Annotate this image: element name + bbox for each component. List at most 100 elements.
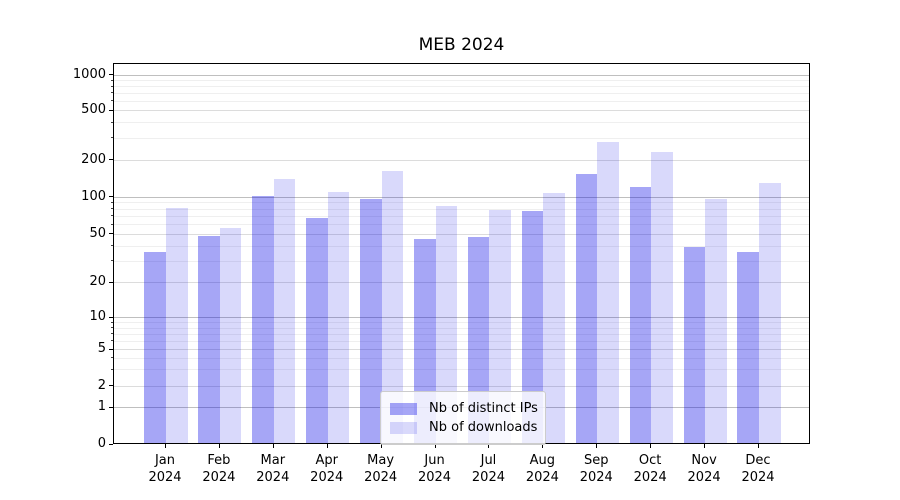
bar-distinct-ips-jan [144, 251, 166, 443]
bar-downloads-may [381, 170, 404, 443]
bar-distinct-ips-aug [521, 211, 544, 443]
y-minor-tick-7 [110, 333, 113, 335]
y-tick-label-500: 500 [81, 102, 106, 117]
gridline-4 [114, 357, 809, 359]
y-minor-tick-60 [110, 223, 113, 225]
y-tick-label-2: 2 [97, 377, 106, 393]
gridline-90 [114, 202, 809, 204]
y-tick-label-20: 20 [89, 274, 106, 290]
gridline-3 [114, 369, 809, 371]
y-tick-1000 [109, 74, 113, 76]
plot-area [113, 63, 810, 444]
y-tick-1 [109, 406, 113, 408]
bar-downloads-jan [166, 207, 188, 443]
y-tick-100 [109, 196, 113, 198]
bar-downloads-oct [651, 151, 673, 443]
bar-downloads-jun [435, 206, 458, 443]
x-tick-mar [272, 444, 274, 448]
gridline-30 [114, 260, 809, 262]
x-tick-label-nov: Nov 2024 [687, 453, 721, 485]
gridline-10 [114, 317, 809, 319]
y-tick-200 [109, 159, 113, 161]
x-tick-label-apr: Apr 2024 [310, 453, 344, 485]
x-tick-jul [488, 444, 490, 448]
gridline-700 [114, 92, 809, 94]
y-minor-tick-8 [110, 327, 113, 329]
gridline-8 [114, 327, 809, 329]
gridline-400 [114, 122, 809, 124]
y-tick-label-1: 1 [97, 399, 106, 415]
gridline-7 [114, 333, 809, 335]
gridline-60 [114, 224, 809, 226]
x-tick-jan [165, 444, 166, 448]
y-minor-tick-9 [110, 321, 113, 323]
bar-downloads-aug [543, 193, 565, 443]
bar-downloads-apr [327, 192, 350, 443]
bar-distinct-ips-feb [198, 236, 220, 443]
y-minor-tick-800 [110, 85, 113, 87]
y-minor-tick-90 [110, 201, 113, 203]
gridline-2 [114, 385, 809, 387]
y-minor-tick-40 [110, 245, 113, 247]
y-minor-tick-70 [110, 215, 113, 217]
bar-downloads-jul [489, 209, 512, 443]
x-tick-jun [434, 444, 436, 448]
gridline-900 [114, 80, 809, 82]
bar-distinct-ips-oct [629, 186, 652, 443]
gridline-300 [114, 137, 809, 139]
y-minor-tick-600 [110, 100, 113, 102]
y-minor-tick-700 [110, 92, 113, 94]
x-tick-may [380, 444, 382, 448]
y-minor-tick-300 [110, 137, 113, 139]
bar-distinct-ips-apr [306, 218, 328, 443]
chart-title: MEB 2024 [418, 35, 505, 55]
legend-swatch-distinct-ips [390, 402, 417, 415]
bar-distinct-ips-nov [683, 247, 706, 443]
gridline-9 [114, 322, 809, 324]
x-tick-aug [542, 444, 544, 448]
x-tick-label-mar: Mar 2024 [256, 453, 290, 485]
gridline-70 [114, 215, 809, 217]
bar-distinct-ips-may [360, 199, 382, 443]
y-tick-10 [109, 316, 113, 318]
x-tick-label-aug: Aug 2024 [525, 453, 559, 485]
y-tick-label-1000: 1000 [72, 66, 106, 82]
gridline-600 [114, 100, 809, 102]
y-tick-label-5: 5 [97, 341, 106, 357]
gridline-80 [114, 208, 809, 210]
bar-downloads-feb [219, 227, 242, 443]
bar-distinct-ips-dec [737, 251, 759, 443]
legend-row: Nb of downloads [390, 419, 538, 436]
legend-swatch-downloads [390, 421, 417, 434]
legend-label-downloads: Nb of downloads [429, 420, 538, 435]
y-tick-5 [109, 348, 113, 350]
x-tick-label-jul: Jul 2024 [471, 453, 505, 485]
y-minor-tick-6 [110, 340, 113, 342]
x-tick-label-oct: Oct 2024 [633, 453, 667, 485]
x-tick-apr [326, 444, 328, 448]
gridline-5 [114, 349, 809, 351]
y-tick-20 [109, 281, 113, 283]
y-tick-0 [109, 443, 113, 445]
y-tick-50 [109, 233, 113, 235]
y-tick-label-200: 200 [81, 151, 106, 167]
y-minor-tick-80 [110, 208, 113, 210]
bar-distinct-ips-sep [575, 174, 598, 443]
y-minor-tick-30 [110, 260, 113, 262]
gridline-800 [114, 86, 809, 88]
y-minor-tick-3 [110, 368, 113, 370]
x-tick-label-sep: Sep 2024 [579, 453, 613, 485]
gridline-40 [114, 245, 809, 247]
legend-label-distinct-ips: Nb of distinct IPs [429, 401, 538, 416]
y-tick-500 [109, 109, 113, 111]
legend-row: Nb of distinct IPs [390, 400, 538, 417]
x-tick-label-may: May 2024 [364, 453, 398, 485]
y-tick-2 [109, 385, 113, 387]
y-tick-label-10: 10 [89, 309, 106, 325]
gridline-200 [114, 159, 809, 161]
y-tick-label-100: 100 [81, 188, 106, 204]
bar-downloads-mar [273, 178, 296, 443]
gridline-1000 [114, 74, 809, 76]
gridline-50 [114, 233, 809, 235]
